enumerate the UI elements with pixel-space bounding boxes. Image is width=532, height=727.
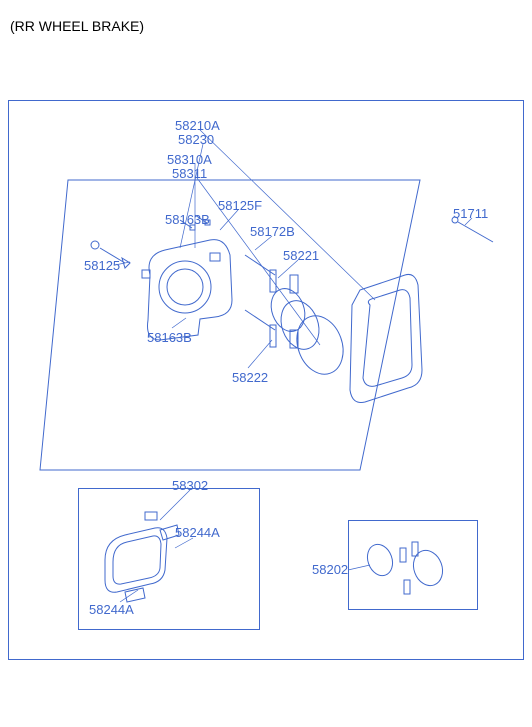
caliper-illustration: [0, 0, 532, 727]
